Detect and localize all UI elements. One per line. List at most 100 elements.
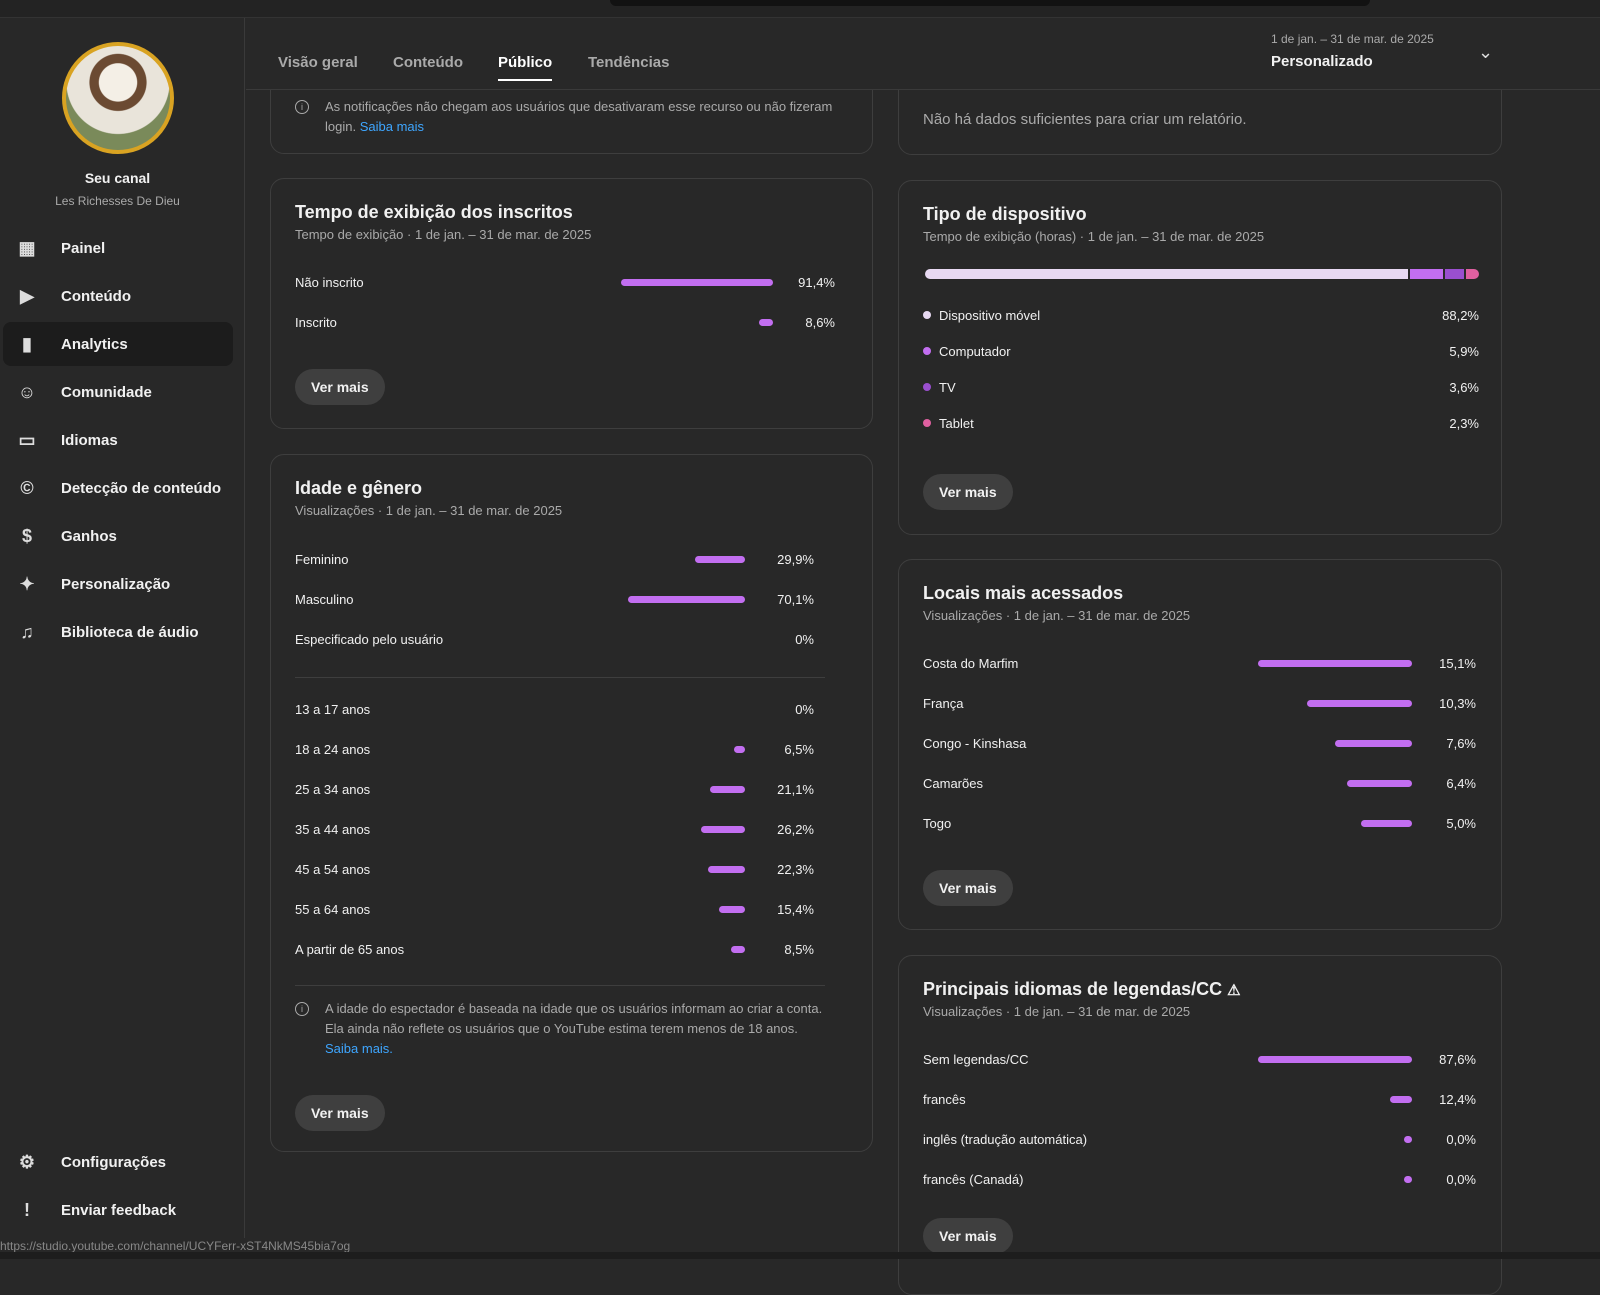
channel-title: Seu canal (84, 170, 151, 186)
see-more-button[interactable]: Ver mais (923, 870, 1013, 906)
row-value: 88,2% (1442, 307, 1479, 323)
tab-audience[interactable]: Público (498, 54, 553, 81)
card-title: Idade e gênero (295, 478, 423, 498)
tab-overview[interactable]: Visão geral (278, 54, 358, 71)
list-item: inglês (tradução automática) 0,0% (923, 1129, 1476, 1149)
row-bar (1404, 1175, 1412, 1183)
search-box[interactable] (610, 0, 1370, 6)
analytics-icon: ▮ (22, 333, 32, 354)
status-url: https://studio.youtube.com/channel/UCYFe… (0, 1240, 357, 1252)
row-bar (1306, 699, 1412, 707)
tab-content[interactable]: Conteúdo (393, 54, 463, 71)
sidebar-item-painel[interactable]: ▦ Painel (3, 226, 233, 270)
learn-more-link[interactable]: Saiba mais (359, 119, 425, 134)
list-item: Sem legendas/CC 87,6% (923, 1049, 1476, 1069)
list-item: A partir de 65 anos 8,5% (295, 939, 814, 959)
row-label: 18 a 24 anos (295, 741, 371, 757)
list-item: Não inscrito 91,4% (295, 272, 835, 292)
sidebar-item-biblioteca-de-udio[interactable]: ♫ Biblioteca de áudio (3, 610, 233, 654)
see-more-button[interactable]: Ver mais (295, 1095, 385, 1131)
community-icon: ☺ (17, 381, 37, 402)
row-value: 6,5% (784, 741, 814, 757)
card-title: Locais mais acessados (923, 583, 1124, 603)
card-title: Tipo de dispositivo (923, 204, 1087, 224)
row-label: Computador (939, 343, 1011, 359)
row-label: 25 a 34 anos (295, 781, 371, 797)
list-item: Congo - Kinshasa 7,6% (923, 733, 1476, 753)
row-value: 22,3% (777, 861, 814, 877)
row-value: 0,0% (1446, 1171, 1476, 1187)
list-item: Feminino 29,9% (295, 549, 814, 569)
sidebar-item-idiomas[interactable]: ▭ Idiomas (3, 418, 233, 462)
row-value: 5,9% (1449, 343, 1479, 359)
warning-icon[interactable]: ⚠ (1227, 982, 1241, 999)
row-label: Feminino (295, 551, 349, 567)
row-value: 5,0% (1446, 815, 1476, 831)
row-bar (707, 865, 745, 873)
sidebar-item-detec-o-de-conte-do[interactable]: © Detecção de conteúdo (3, 466, 233, 510)
row-label: inglês (tradução automática) (923, 1131, 1088, 1147)
row-bar (758, 318, 773, 326)
subtitle-languages-card: Principais idiomas de legendas/CC ⚠ Visu… (898, 955, 1502, 1295)
card-subtitle: Visualizações · 1 de jan. – 31 de mar. d… (923, 1004, 1191, 1019)
row-label: 35 a 44 anos (295, 821, 371, 837)
chevron-down-icon[interactable]: ⌄ (1478, 42, 1494, 62)
row-value: 26,2% (777, 821, 814, 837)
device-bar-segment (1444, 269, 1465, 279)
legend-dot (923, 311, 931, 319)
list-item: França 10,3% (923, 693, 1476, 713)
device-stacked-bar (925, 269, 1479, 279)
channel-avatar[interactable] (62, 42, 174, 154)
notification-note: As notificações não chegam aos usuários … (325, 99, 833, 134)
row-value: 0% (795, 701, 814, 717)
see-more-button[interactable]: Ver mais (923, 474, 1013, 510)
subscriber-watch-time-card: Tempo de exibição dos inscritos Tempo de… (270, 178, 873, 429)
row-label: Costa do Marfim (923, 655, 1019, 671)
list-item: Computador 5,9% (923, 341, 1479, 361)
sidebar-item-comunidade[interactable]: ☺ Comunidade (3, 370, 233, 414)
device-bar-segment (925, 269, 1409, 279)
feedback-icon: ! (24, 1199, 30, 1220)
top-bar (0, 0, 1600, 18)
sidebar-item-configura-es[interactable]: ⚙ Configurações (3, 1140, 233, 1184)
sidebar-item-ganhos[interactable]: $ Ganhos (3, 514, 233, 558)
tab-trends[interactable]: Tendências (588, 54, 670, 71)
row-value: 8,5% (784, 941, 814, 957)
top-locations-card: Locais mais acessados Visualizações · 1 … (898, 559, 1502, 930)
row-label: Inscrito (295, 314, 337, 330)
list-item: Costa do Marfim 15,1% (923, 653, 1476, 673)
row-label: Tablet (939, 415, 974, 431)
list-item: Camarões 6,4% (923, 773, 1476, 793)
list-item: Tablet 2,3% (923, 413, 1479, 433)
learn-more-link[interactable]: Saiba mais. (325, 1041, 393, 1056)
see-more-button[interactable]: Ver mais (923, 1218, 1013, 1254)
taskbar (0, 1252, 1600, 1259)
row-label: A partir de 65 anos (295, 941, 405, 957)
sidebar-item-conte-do[interactable]: ▶ Conteúdo (3, 274, 233, 318)
row-bar (1390, 1095, 1412, 1103)
divider (295, 677, 825, 678)
no-data-text: Não há dados suficientes para criar um r… (923, 111, 1247, 128)
channel-name: Les Richesses De Dieu (55, 194, 180, 208)
sidebar: Seu canal Les Richesses De Dieu ▦ Painel ▶… (0, 18, 245, 1238)
date-range: 1 de jan. – 31 de mar. de 2025 (1271, 32, 1434, 46)
sidebar-item-label: Comunidade (61, 383, 152, 401)
sidebar-item-analytics[interactable]: ▮ Analytics (3, 322, 233, 366)
device-bar-segment (1466, 269, 1479, 279)
row-label: Sem legendas/CC (923, 1051, 1029, 1067)
sidebar-item-enviar-feedback[interactable]: ! Enviar feedback (3, 1188, 233, 1232)
row-label: Dispositivo móvel (939, 307, 1041, 323)
see-more-button[interactable]: Ver mais (295, 369, 385, 405)
row-label: Camarões (923, 775, 983, 791)
row-label: Não inscrito (295, 274, 364, 290)
row-bar (1334, 739, 1412, 747)
row-label: França (923, 695, 964, 711)
row-bar (1258, 1055, 1412, 1063)
audio-library-icon: ♫ (20, 621, 34, 642)
legend-dot (923, 347, 931, 355)
row-label: francês (Canadá) (923, 1171, 1024, 1187)
legend-dot (923, 419, 931, 427)
sidebar-item-personaliza-o[interactable]: ✦ Personalização (3, 562, 233, 606)
row-value: 10,3% (1439, 695, 1476, 711)
card-subtitle: Tempo de exibição (horas) · 1 de jan. – … (923, 229, 1265, 244)
